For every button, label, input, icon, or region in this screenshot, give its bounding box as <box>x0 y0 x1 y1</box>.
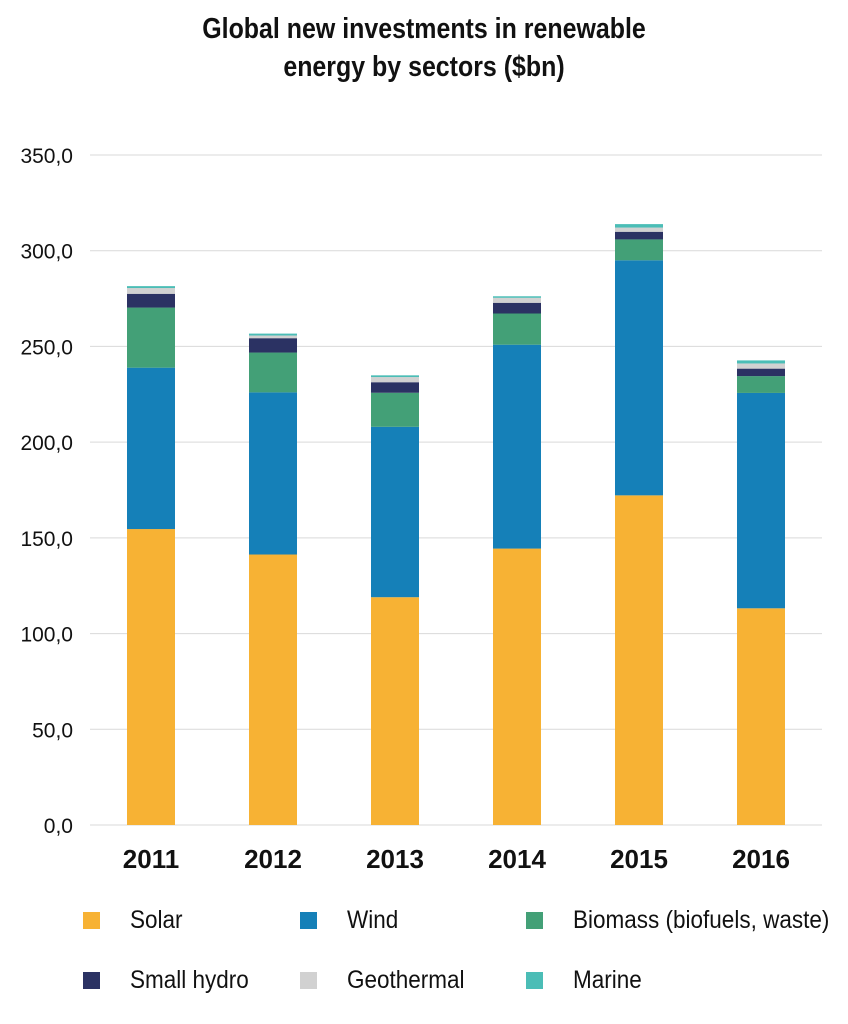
y-tick-label: 0,0 <box>44 815 73 838</box>
x-tick-label: 2011 <box>123 844 179 874</box>
bar-segment <box>127 286 175 289</box>
y-axis-ticks: 0,0 50,0 100,0 150,0 200,0 250,0 300,0 350,0 <box>20 145 73 838</box>
x-tick-label: 2012 <box>244 844 302 874</box>
y-tick-label: 300,0 <box>20 241 73 264</box>
bar-segment <box>371 426 419 598</box>
bar-segment <box>127 293 175 308</box>
bar-segment <box>371 382 419 393</box>
bar-segment <box>737 363 785 369</box>
chart-title-line-2: energy by sectors ($bn) <box>283 51 565 83</box>
bar-segment <box>615 495 663 825</box>
chart-title: Global new investments in renewable ener… <box>59 10 788 86</box>
bar-segment <box>249 392 297 555</box>
bar-segment <box>371 597 419 825</box>
bar-segment <box>249 335 297 339</box>
bar-segment <box>737 368 785 377</box>
bar-segment <box>371 392 419 427</box>
x-tick-label: 2014 <box>488 844 546 874</box>
bar-segment <box>615 239 663 261</box>
x-tick-label: 2013 <box>366 844 424 874</box>
bar-segment <box>249 352 297 393</box>
bar-segment <box>737 376 785 393</box>
bar-segment <box>737 608 785 825</box>
bar-segment <box>371 375 419 378</box>
bar-segment <box>737 392 785 609</box>
x-tick-label: 2016 <box>732 844 790 874</box>
bar-segment <box>493 297 541 303</box>
bar-segment <box>493 302 541 314</box>
bar-segment <box>127 288 175 294</box>
bar-segment <box>371 377 419 383</box>
y-tick-label: 250,0 <box>20 336 73 359</box>
bar-segment <box>127 529 175 825</box>
x-tick-label: 2015 <box>610 844 668 874</box>
bar-segment <box>493 296 541 298</box>
bar-segment <box>249 554 297 825</box>
bar-segment <box>615 231 663 240</box>
bar-segment <box>493 548 541 825</box>
y-tick-label: 50,0 <box>32 719 73 742</box>
y-tick-label: 350,0 <box>20 145 73 168</box>
bar-segment <box>493 344 541 549</box>
gridlines <box>90 154 822 826</box>
bar-segment <box>615 260 663 496</box>
bar-segment <box>127 367 175 530</box>
x-axis-ticks: 2011 2012 2013 2014 2015 2016 <box>123 844 790 874</box>
chart-title-line-1: Global new investments in renewable <box>202 13 646 45</box>
y-tick-label: 200,0 <box>20 432 73 455</box>
bar-segment <box>615 227 663 232</box>
y-tick-label: 150,0 <box>20 528 73 551</box>
bar-segment <box>615 224 663 228</box>
bar-segment <box>127 307 175 368</box>
bar-segment <box>493 313 541 345</box>
bar-segment <box>737 360 785 364</box>
bar-segment <box>249 338 297 353</box>
bars <box>127 224 785 825</box>
y-tick-label: 100,0 <box>20 624 73 647</box>
bar-segment <box>249 333 297 336</box>
